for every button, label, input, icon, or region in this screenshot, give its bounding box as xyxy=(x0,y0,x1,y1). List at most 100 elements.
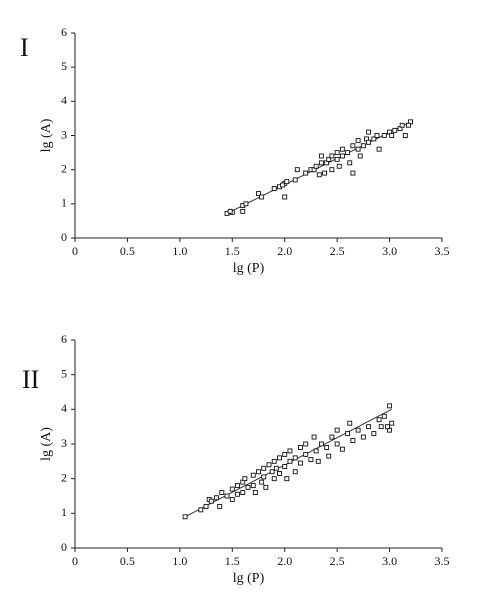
point xyxy=(402,133,408,138)
point xyxy=(389,420,395,426)
x-tick-label: 1.0 xyxy=(172,554,187,568)
point xyxy=(235,483,240,489)
point xyxy=(303,441,309,447)
point xyxy=(250,483,256,489)
point xyxy=(347,160,353,166)
point xyxy=(371,431,377,437)
point xyxy=(355,427,361,433)
y-tick-label: 0 xyxy=(61,230,67,244)
point xyxy=(311,434,317,440)
x-tick-label: 3.5 xyxy=(435,244,450,258)
y-axis-label: lg (A) xyxy=(39,427,54,461)
point xyxy=(366,129,372,135)
point xyxy=(313,448,319,454)
point xyxy=(318,441,324,447)
point xyxy=(235,491,240,497)
x-tick-label: 1.0 xyxy=(172,244,187,258)
point xyxy=(259,479,265,485)
x-tick-label: 0 xyxy=(72,244,78,258)
point xyxy=(284,476,290,482)
x-tick-label: 2.0 xyxy=(277,554,292,568)
point xyxy=(198,507,204,513)
point xyxy=(315,458,321,464)
point xyxy=(263,484,269,490)
point xyxy=(399,122,405,128)
point xyxy=(405,122,411,128)
point xyxy=(292,177,298,183)
point xyxy=(347,420,353,426)
point xyxy=(242,476,248,482)
point xyxy=(227,208,233,214)
point xyxy=(357,153,363,159)
x-axis-label: lg (P) xyxy=(233,571,265,586)
point xyxy=(345,431,351,437)
y-tick-label: 0 xyxy=(61,540,67,554)
x-tick-label: 0 xyxy=(72,554,78,568)
point xyxy=(261,474,267,480)
panel-label: I xyxy=(20,33,29,62)
x-tick-label: 2.5 xyxy=(330,554,345,568)
x-tick-label: 3.0 xyxy=(382,554,397,568)
point xyxy=(240,490,246,495)
point xyxy=(371,136,377,142)
point xyxy=(329,167,335,173)
point xyxy=(203,503,209,509)
point xyxy=(334,441,340,447)
point xyxy=(282,451,288,457)
point xyxy=(322,170,328,176)
x-axis-label: lg (P) xyxy=(233,261,265,276)
point xyxy=(297,460,303,466)
point xyxy=(219,490,225,495)
x-tick-label: 0.5 xyxy=(120,554,135,568)
point xyxy=(282,464,288,469)
point xyxy=(345,150,351,156)
x-tick-label: 2.5 xyxy=(330,244,345,258)
point xyxy=(326,453,332,459)
point xyxy=(392,127,398,133)
point xyxy=(366,424,372,430)
point xyxy=(256,191,261,197)
point xyxy=(282,194,288,200)
point xyxy=(355,146,361,152)
point xyxy=(271,476,277,482)
y-tick-label: 5 xyxy=(61,366,67,380)
y-tick-label: 4 xyxy=(61,93,67,107)
point xyxy=(259,194,265,200)
point xyxy=(385,424,390,430)
y-tick-label: 4 xyxy=(61,401,67,415)
point xyxy=(324,445,330,450)
point xyxy=(273,465,279,471)
point xyxy=(303,170,309,176)
point xyxy=(313,163,319,169)
point xyxy=(229,486,235,492)
y-tick-label: 3 xyxy=(61,436,67,450)
point xyxy=(339,146,345,152)
x-tick-label: 3.0 xyxy=(382,244,397,258)
point xyxy=(243,201,249,207)
point xyxy=(316,172,322,178)
x-tick-label: 3.5 xyxy=(435,554,450,568)
point xyxy=(318,153,324,159)
point xyxy=(224,493,230,499)
fit-line xyxy=(226,121,411,214)
point xyxy=(376,417,382,423)
point xyxy=(360,434,366,440)
point xyxy=(339,446,345,452)
point xyxy=(256,469,261,475)
point xyxy=(378,424,384,430)
point xyxy=(387,403,393,409)
point xyxy=(334,427,340,433)
point xyxy=(292,455,298,461)
point xyxy=(374,133,380,138)
point xyxy=(339,153,345,159)
point xyxy=(271,186,277,191)
point xyxy=(294,167,300,173)
point xyxy=(376,146,382,152)
point xyxy=(182,514,188,520)
point xyxy=(214,495,220,501)
point xyxy=(208,498,214,504)
point xyxy=(269,469,275,475)
point xyxy=(326,156,332,162)
point xyxy=(250,472,256,478)
